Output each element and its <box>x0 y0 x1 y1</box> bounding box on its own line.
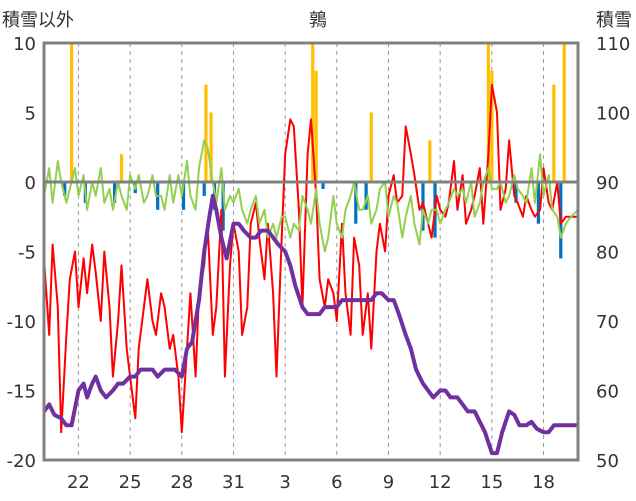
bar-1-14 <box>514 182 518 203</box>
y-tick-right-6: 50 <box>596 451 619 472</box>
y-axis-left-label: 積雪以外 <box>2 10 74 31</box>
bar-series <box>63 43 566 259</box>
series-line-0 <box>43 83 578 434</box>
y-tick-left-1: 5 <box>25 104 36 125</box>
x-tick-2: 28 <box>170 472 193 493</box>
bar-1-6 <box>202 182 206 196</box>
y-tick-left-3: -5 <box>18 243 36 264</box>
bar-0-11 <box>562 43 566 182</box>
y-tick-left-2: 0 <box>25 173 36 194</box>
y-tick-right-0: 110 <box>596 34 630 55</box>
y-axis-left-ticks: 10 5 0 -5 -10 -15 -20 <box>7 34 36 472</box>
bar-1-2 <box>113 182 117 203</box>
line-series <box>42 83 579 456</box>
bar-1-15 <box>536 182 540 224</box>
x-tick-5: 6 <box>331 472 342 493</box>
bar-0-8 <box>486 43 491 182</box>
plot-frame <box>42 41 580 462</box>
bar-1-9 <box>321 182 325 189</box>
y-tick-left-0: 10 <box>13 34 36 55</box>
chart-title: 鶉 <box>309 10 327 31</box>
bar-0-5 <box>314 70 318 182</box>
bar-0-10 <box>552 84 556 182</box>
x-gridlines <box>77 43 545 460</box>
x-tick-6: 9 <box>383 472 394 493</box>
y-tick-left-4: -10 <box>7 312 36 333</box>
y-tick-right-1: 100 <box>596 104 630 125</box>
y-tick-right-2: 90 <box>596 173 619 194</box>
y-axis-right-label: 積雪 <box>596 10 632 31</box>
y-tick-left-5: -15 <box>7 382 36 403</box>
bar-0-3 <box>209 112 213 182</box>
bar-0-9 <box>490 70 494 182</box>
x-tick-9: 18 <box>532 472 555 493</box>
x-axis-ticks: 22 25 28 31 3 6 9 12 15 18 <box>67 472 555 493</box>
x-tick-8: 15 <box>480 472 503 493</box>
bar-1-11 <box>364 182 368 210</box>
bar-0-7 <box>428 140 432 182</box>
x-tick-4: 3 <box>279 472 290 493</box>
bar-1-10 <box>354 182 358 224</box>
bar-1-5 <box>181 182 186 210</box>
bar-1-8 <box>221 182 225 231</box>
series-line-2 <box>42 193 578 456</box>
bar-0-1 <box>119 154 124 182</box>
x-tick-3: 31 <box>222 472 245 493</box>
y-tick-right-5: 60 <box>596 382 619 403</box>
bar-0-0 <box>69 43 74 182</box>
bar-1-0 <box>63 182 67 196</box>
bar-0-2 <box>204 84 208 182</box>
bar-0-6 <box>369 112 373 182</box>
y-tick-right-3: 80 <box>596 243 619 264</box>
y-tick-right-4: 70 <box>596 312 619 333</box>
x-tick-7: 12 <box>429 472 452 493</box>
y-axis-right-ticks: 110 100 90 80 70 60 50 <box>596 34 630 472</box>
x-tick-1: 25 <box>119 472 142 493</box>
x-tick-0: 22 <box>67 472 90 493</box>
y-tick-left-6: -20 <box>7 451 36 472</box>
bar-0-4 <box>311 43 315 182</box>
